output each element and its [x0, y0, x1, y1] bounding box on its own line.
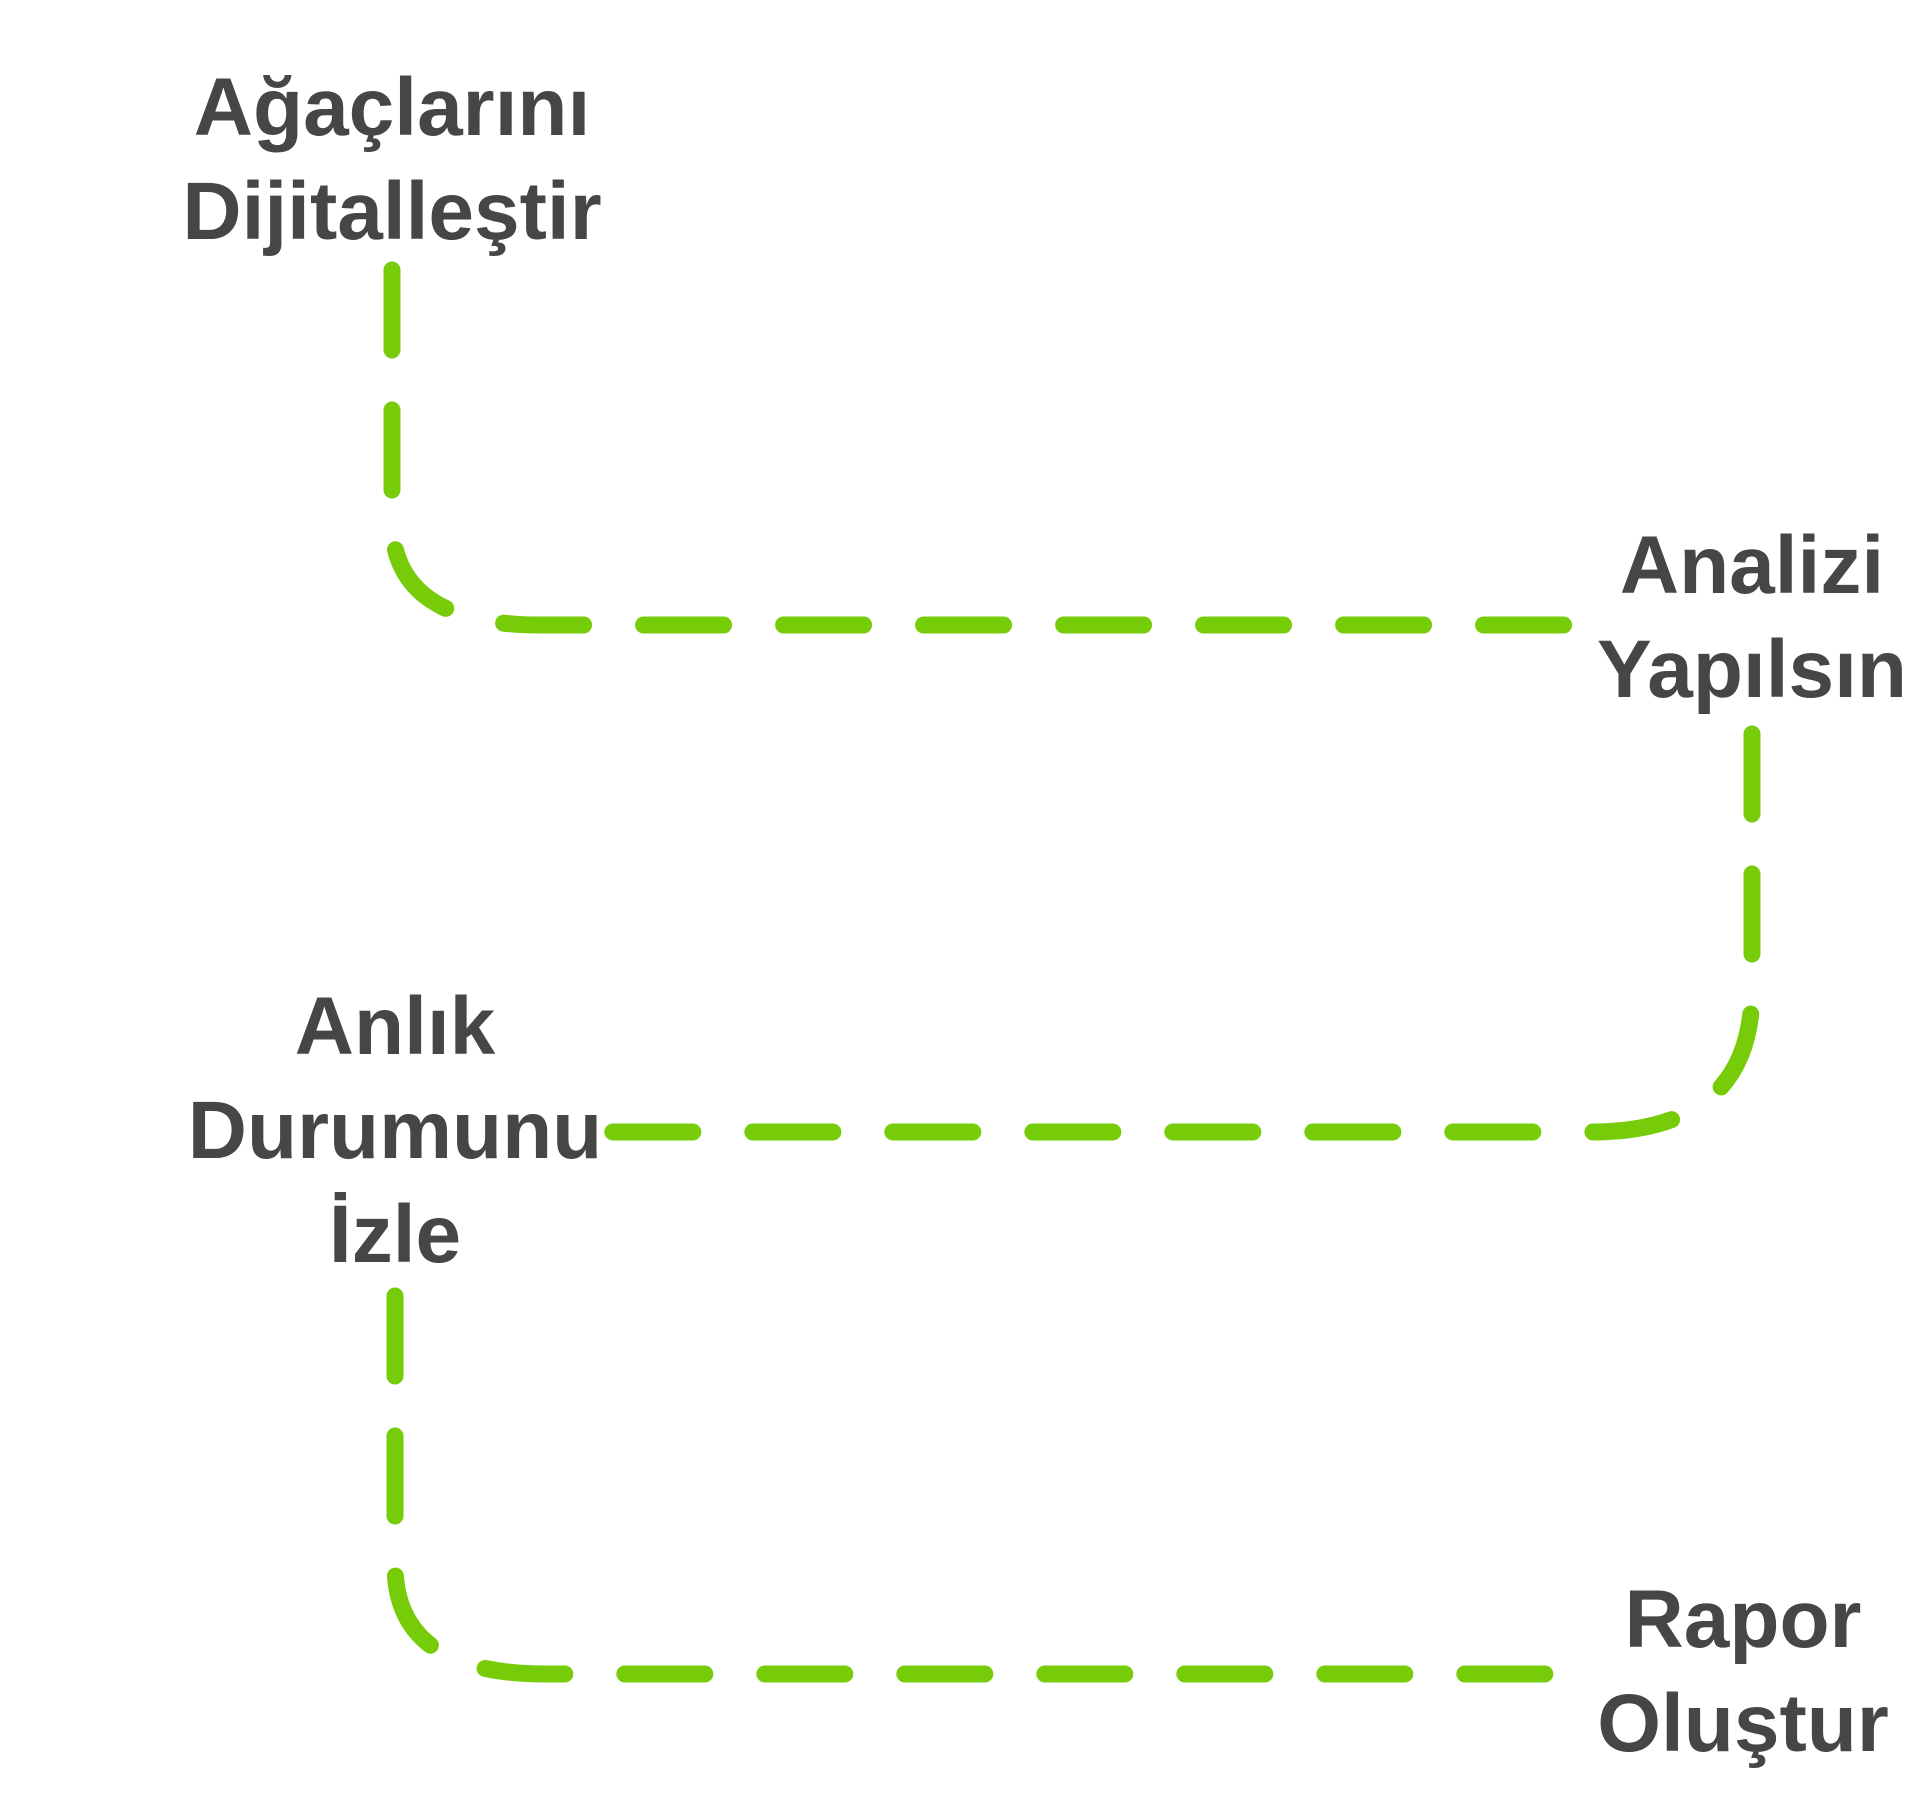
step-analysis-line-1: Analizi [1619, 520, 1885, 611]
step-digitize-trees: Ağaçlarını Dijitalleştir [182, 56, 601, 264]
step-create-report-line-1: Rapor [1624, 1574, 1862, 1665]
step-digitize-trees-line-1: Ağaçlarını [193, 62, 591, 153]
connector-step3-to-step4 [386, 1287, 1584, 1683]
step-monitor-status-line-3: İzle [328, 1189, 462, 1280]
step-analysis: Analizi Yapılsın [1597, 514, 1907, 722]
step-monitor-status-line-1: Anlık [294, 981, 496, 1072]
step-monitor-status-line-2: Durumunu [187, 1085, 603, 1176]
step-digitize-trees-line-2: Dijitalleştir [182, 166, 602, 257]
step-create-report-line-2: Oluştur [1597, 1678, 1889, 1769]
step-create-report: Rapor Oluştur [1597, 1568, 1889, 1776]
step-analysis-line-2: Yapılsın [1597, 624, 1907, 715]
connector-step2-to-step3 [598, 725, 1761, 1141]
step-monitor-status: Anlık Durumunu İzle [188, 975, 602, 1287]
connector-step1-to-step2 [383, 261, 1604, 634]
